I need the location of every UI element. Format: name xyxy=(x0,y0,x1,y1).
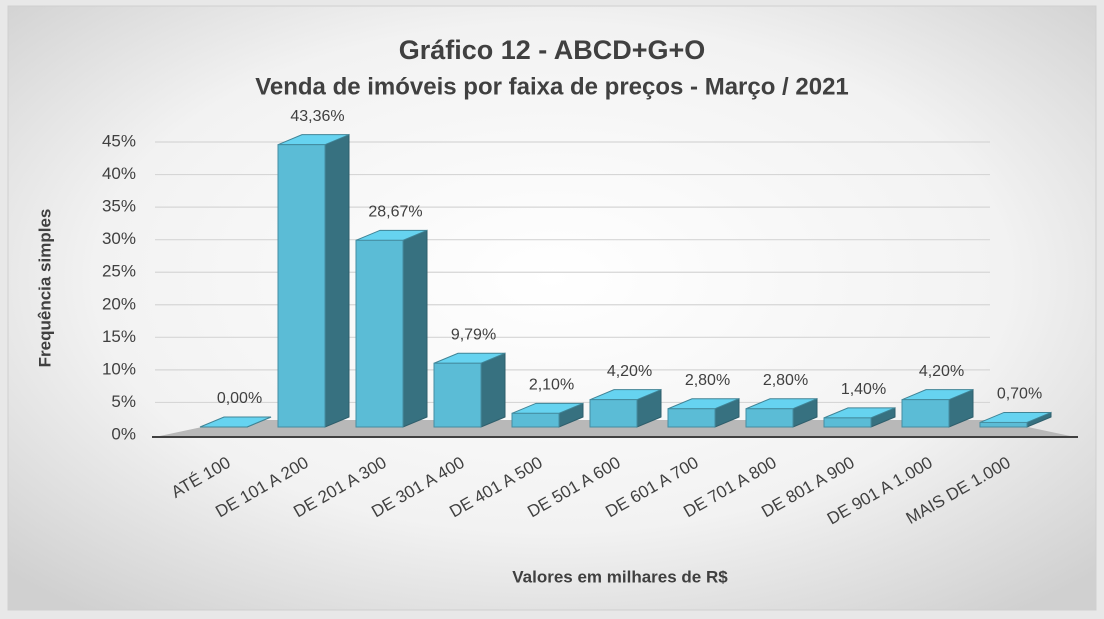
y-tick-label: 35% xyxy=(102,197,136,216)
bar xyxy=(589,388,662,428)
bar xyxy=(433,352,506,428)
value-label: 2,80% xyxy=(685,372,730,389)
y-tick-label: 40% xyxy=(102,164,136,183)
bar xyxy=(355,229,428,428)
chart-title: Gráfico 12 - ABCD+G+O xyxy=(399,35,706,65)
value-label: 28,67% xyxy=(368,204,422,221)
y-tick-label: 15% xyxy=(102,327,136,346)
bar xyxy=(823,407,896,428)
bar-front xyxy=(979,421,1028,428)
bar-side xyxy=(402,229,428,428)
value-label: 0,70% xyxy=(997,386,1042,403)
bar-top xyxy=(199,416,272,428)
bar-side xyxy=(324,133,350,428)
bar-front xyxy=(823,417,872,428)
value-label: 2,10% xyxy=(529,377,574,394)
bar-front xyxy=(433,362,482,428)
y-tick-label: 10% xyxy=(102,359,136,378)
y-tick-label: 5% xyxy=(111,392,136,411)
y-tick-label: 20% xyxy=(102,294,136,313)
value-label: 4,20% xyxy=(919,363,964,380)
bar xyxy=(901,388,974,428)
value-label: 9,79% xyxy=(451,326,496,343)
bar xyxy=(979,411,1052,428)
bar xyxy=(511,402,584,428)
bar-front xyxy=(745,408,794,428)
y-axis-label: Frequência simples xyxy=(35,209,54,368)
chart-background xyxy=(7,5,1097,611)
x-axis-label: Valores em milhares de R$ xyxy=(512,567,728,586)
bar-front xyxy=(511,412,560,428)
value-label: 2,80% xyxy=(763,372,808,389)
value-label: 4,20% xyxy=(607,363,652,380)
bar xyxy=(745,398,818,428)
bar xyxy=(277,133,350,428)
bar-front xyxy=(355,239,404,428)
y-tick-label: 25% xyxy=(102,262,136,281)
value-label: 43,36% xyxy=(290,108,344,125)
value-label: 0,00% xyxy=(217,390,262,407)
bar xyxy=(667,398,740,428)
y-tick-label: 45% xyxy=(102,131,136,150)
bar-front xyxy=(589,399,638,428)
chart-subtitle: Venda de imóveis por faixa de preços - M… xyxy=(255,73,849,100)
bar xyxy=(199,416,272,428)
y-tick-label: 30% xyxy=(102,229,136,248)
value-label: 1,40% xyxy=(841,381,886,398)
y-tick-label: 0% xyxy=(111,424,136,443)
bar-front xyxy=(667,408,716,428)
bar-side xyxy=(480,352,506,428)
bar-front xyxy=(277,144,326,428)
bar-front xyxy=(901,399,950,428)
